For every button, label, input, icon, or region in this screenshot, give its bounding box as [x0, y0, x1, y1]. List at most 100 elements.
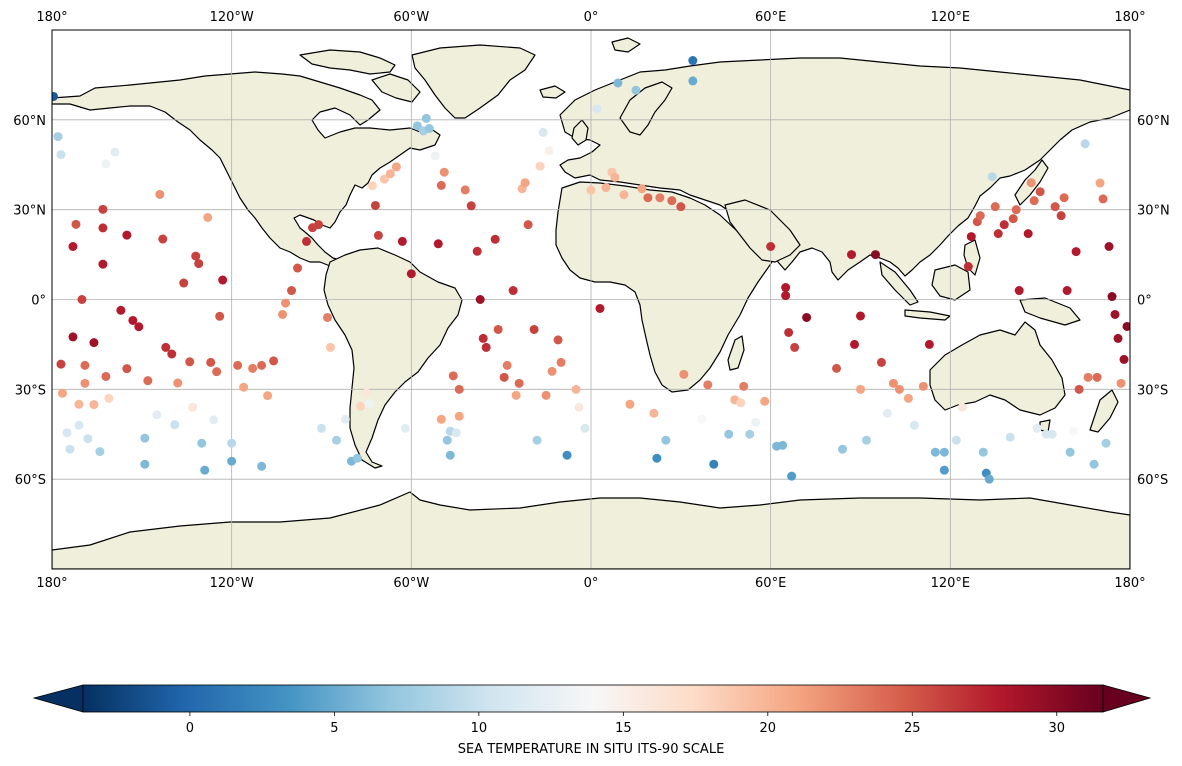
- temperature-observation-point: [53, 132, 63, 142]
- temperature-observation-point: [278, 309, 288, 319]
- temperature-observation-point: [688, 56, 698, 66]
- temperature-observation-point: [957, 402, 967, 412]
- temperature-observation-point: [1005, 432, 1015, 442]
- lon-tick-label-top: 0°: [584, 10, 599, 25]
- temperature-observation-point: [1122, 321, 1130, 331]
- south-america-landmass: [323, 247, 463, 469]
- lon-tick-label-bottom: 120°W: [210, 576, 254, 591]
- temperature-observation-point: [918, 381, 928, 391]
- temperature-observation-point: [1110, 309, 1120, 319]
- lon-tick-label-bottom: 0°: [584, 576, 599, 591]
- temperature-observation-point: [257, 360, 267, 370]
- temperature-observation-point: [703, 380, 713, 390]
- gridlines: [52, 30, 1130, 569]
- temperature-observation-point: [263, 391, 273, 401]
- temperature-observation-point: [1092, 372, 1102, 382]
- temperature-observation-point: [122, 364, 132, 374]
- temperature-observation-point: [625, 399, 635, 409]
- lon-tick-label-top: 180°: [1114, 10, 1145, 25]
- temperature-observation-point: [104, 393, 114, 403]
- lon-tick-label-top: 60°W: [393, 10, 429, 25]
- temperature-observation-point: [400, 423, 410, 433]
- lat-tick-label-left: 60°S: [15, 473, 46, 488]
- temperature-observation-point: [766, 241, 776, 251]
- temperature-observation-point: [185, 357, 195, 367]
- temperature-observation-point: [523, 220, 533, 230]
- baffin-island: [371, 73, 421, 103]
- temperature-observation-point: [170, 420, 180, 430]
- temperature-observation-point: [1062, 286, 1072, 296]
- temperature-observation-point: [379, 174, 389, 184]
- colorbar-tick-label: 20: [760, 721, 777, 736]
- temperature-observation-point: [155, 189, 165, 199]
- lat-tick-label-right: 60°N: [1137, 114, 1170, 129]
- temperature-observation-point: [1008, 214, 1018, 224]
- temperature-observation-point: [406, 269, 416, 279]
- temperature-observation-point: [751, 417, 761, 427]
- temperature-observation-point: [760, 396, 770, 406]
- temperature-observation-point: [1080, 139, 1090, 149]
- temperature-observation-point: [697, 414, 707, 424]
- temperature-observation-point: [421, 113, 431, 123]
- lat-tick-label-left: 60°N: [13, 114, 46, 129]
- temperature-observation-point: [445, 450, 455, 460]
- temperature-observation-point: [511, 390, 521, 400]
- temperature-observation-point: [116, 305, 126, 315]
- temperature-observation-point: [547, 366, 557, 376]
- temperature-observation-point: [1113, 333, 1123, 343]
- temperature-observation-point: [1047, 429, 1057, 439]
- temperature-observation-point: [856, 311, 865, 321]
- colorbar-label: SEA TEMPERATURE IN SITU ITS-90 SCALE: [458, 742, 725, 757]
- temperature-observation-point: [74, 399, 84, 409]
- temperature-observation-point: [203, 212, 213, 222]
- temperature-observation-point: [281, 298, 291, 308]
- temperature-observation-point: [984, 474, 994, 484]
- temperature-observation-point: [724, 429, 734, 439]
- temperature-observation-point: [529, 324, 539, 334]
- temperature-observation-point: [448, 371, 458, 381]
- temperature-observation-point: [595, 303, 605, 313]
- colorbar-tick-label: 0: [186, 721, 194, 736]
- borneo: [931, 264, 971, 301]
- lat-tick-label-right: 0°: [1137, 294, 1152, 309]
- temperature-observation-point: [191, 251, 201, 261]
- temperature-observation-point: [430, 151, 440, 161]
- temperature-observation-point: [679, 369, 689, 379]
- lon-tick-label-top: 60°E: [755, 10, 786, 25]
- temperature-observation-point: [1083, 372, 1093, 382]
- temperature-observation-point: [110, 147, 120, 157]
- temperature-observation-point: [736, 398, 746, 408]
- temperature-observation-point: [1107, 292, 1117, 302]
- temperature-observation-point: [436, 414, 446, 424]
- temperature-observation-point: [1068, 426, 1078, 436]
- temperature-observation-point: [610, 172, 620, 182]
- temperature-observation-point: [739, 381, 749, 391]
- observation-points: [52, 56, 1130, 484]
- temperature-observation-point: [571, 384, 581, 394]
- temperature-observation-point: [1050, 202, 1060, 212]
- temperature-observation-point: [167, 349, 177, 359]
- lon-tick-label-top: 180°: [36, 10, 67, 25]
- temperature-observation-point: [200, 465, 210, 475]
- temperature-observation-point: [1032, 423, 1042, 433]
- temperature-observation-point: [209, 415, 219, 425]
- temperature-observation-point: [227, 438, 237, 448]
- temperature-observation-point: [649, 408, 659, 418]
- lat-tick-label-left: 0°: [31, 294, 46, 309]
- temperature-observation-point: [475, 295, 485, 304]
- temperature-observation-point: [57, 388, 67, 398]
- temperature-observation-point: [314, 220, 324, 230]
- temperature-observation-point: [68, 332, 78, 342]
- temperature-observation-point: [140, 459, 150, 469]
- temperature-observation-point: [95, 447, 105, 457]
- temperature-observation-point: [1116, 378, 1126, 388]
- temperature-observation-point: [580, 423, 590, 433]
- temperature-observation-point: [436, 180, 446, 190]
- temperature-observation-point: [370, 200, 380, 210]
- lon-tick-label-bottom: 120°E: [931, 576, 971, 591]
- temperature-observation-point: [838, 444, 848, 454]
- greenland-landmass: [411, 44, 536, 119]
- temperature-observation-point: [847, 250, 857, 260]
- africa-landmass: [555, 181, 781, 393]
- temperature-observation-point: [158, 234, 168, 244]
